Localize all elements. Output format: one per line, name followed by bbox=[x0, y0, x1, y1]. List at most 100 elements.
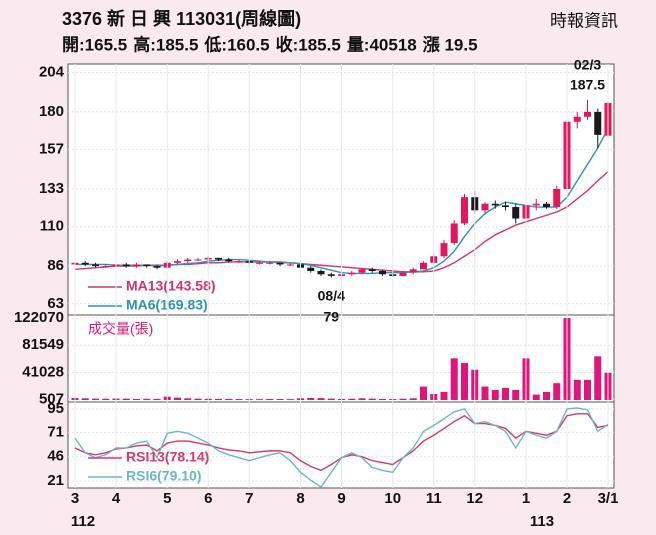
volume-bar bbox=[512, 389, 520, 400]
candle-body bbox=[399, 272, 407, 276]
candle-body bbox=[194, 259, 202, 261]
candle-body bbox=[81, 262, 89, 265]
legend-label: RSI6(79.10) bbox=[126, 468, 201, 484]
x-tick-label: 3 bbox=[71, 490, 79, 507]
x-tick-label: 1 bbox=[522, 490, 530, 507]
y-tick-label: 133 bbox=[39, 180, 64, 197]
candle-body bbox=[512, 207, 520, 219]
y-tick-label: 157 bbox=[39, 141, 64, 158]
candle-body bbox=[215, 257, 222, 260]
candle-body bbox=[174, 261, 181, 263]
volume-bar bbox=[594, 356, 602, 400]
volume-bar bbox=[307, 397, 315, 400]
candle-body bbox=[327, 274, 335, 276]
volume-bar bbox=[81, 398, 89, 400]
candle-body bbox=[491, 203, 499, 206]
volume-bar bbox=[420, 386, 427, 400]
y-tick-label: 86 bbox=[47, 257, 64, 274]
volume-bar bbox=[553, 383, 561, 400]
x-tick-label: 5 bbox=[163, 490, 171, 507]
volume-bar bbox=[143, 398, 151, 400]
volume-bar bbox=[266, 398, 274, 400]
y-tick-label: 46 bbox=[47, 448, 64, 465]
y-tick-label: 180 bbox=[39, 103, 64, 120]
candle-body bbox=[440, 243, 448, 257]
x-tick-label: 11 bbox=[426, 490, 442, 507]
volume-bar bbox=[502, 387, 509, 400]
annotation-label: 08/4 bbox=[318, 288, 345, 304]
candle-body bbox=[379, 271, 386, 275]
x-tick-label: 3/1 bbox=[598, 490, 619, 507]
volume-bar bbox=[133, 398, 140, 400]
candle-body bbox=[409, 269, 417, 273]
volume-bar bbox=[584, 379, 591, 400]
volume-bar bbox=[368, 398, 376, 400]
candle-body bbox=[235, 261, 243, 263]
candle-body bbox=[594, 111, 602, 135]
quote-item: 收:185.5 bbox=[276, 34, 341, 54]
volume-bar bbox=[409, 398, 417, 400]
x-tick-label: 10 bbox=[384, 490, 401, 507]
volume-bar bbox=[102, 398, 110, 400]
volume-bar bbox=[317, 398, 325, 400]
y-tick-label: 71 bbox=[47, 423, 64, 440]
annotation-value: 187.5 bbox=[570, 77, 605, 93]
volume-bar bbox=[543, 391, 550, 400]
candle-body bbox=[276, 262, 284, 265]
y-tick-label: 110 bbox=[40, 218, 64, 235]
quote-item: 開:165.5 bbox=[62, 35, 127, 54]
y-tick-label: 122070 bbox=[14, 309, 64, 326]
y-tick-label: 204 bbox=[39, 64, 65, 81]
volume-bar bbox=[450, 358, 458, 400]
y-tick-label: 95 bbox=[47, 400, 64, 417]
x-tick-label: 12 bbox=[466, 490, 483, 507]
volume-bar bbox=[286, 399, 294, 400]
y-tick-label: 21 bbox=[47, 472, 64, 489]
y-tick-label: 41028 bbox=[22, 363, 64, 380]
volume-bar bbox=[491, 389, 499, 400]
volume-bar bbox=[194, 398, 202, 400]
rsi-line bbox=[74, 407, 609, 488]
x-tick-label: 7 bbox=[245, 490, 253, 507]
candle-body bbox=[450, 223, 458, 244]
volume-bar bbox=[225, 398, 233, 400]
x-tick-label: 9 bbox=[337, 490, 345, 507]
legend-label: RSI13(78.14) bbox=[126, 449, 209, 465]
candle-body bbox=[420, 262, 427, 270]
volume-bar bbox=[276, 399, 284, 400]
candle-body bbox=[543, 203, 550, 208]
volume-bar bbox=[379, 398, 386, 400]
quote-item: 低:160.5 bbox=[203, 34, 269, 54]
annotation-value: 79 bbox=[323, 309, 339, 325]
candle-body bbox=[368, 269, 376, 271]
volume-bar bbox=[92, 398, 99, 400]
candle-body bbox=[584, 111, 591, 117]
candle-body bbox=[532, 203, 540, 206]
x-tick-label: 4 bbox=[112, 490, 121, 507]
volume-bar bbox=[573, 379, 581, 400]
x-tick-label: 6 bbox=[204, 490, 212, 507]
volume-bar bbox=[215, 398, 222, 400]
volume-bar bbox=[440, 391, 448, 400]
volume-bar bbox=[461, 363, 468, 400]
volume-bar bbox=[153, 398, 161, 400]
candle-body bbox=[307, 267, 315, 271]
candle-body bbox=[102, 266, 110, 268]
candle-body bbox=[266, 262, 274, 264]
volume-bar bbox=[348, 398, 356, 400]
volume-bar bbox=[256, 399, 263, 400]
quote-item: 漲 19.5 bbox=[423, 35, 478, 54]
candle-body bbox=[358, 269, 366, 273]
quote-item: 高:185.5 bbox=[133, 34, 198, 54]
x-tick-label: 8 bbox=[296, 490, 304, 507]
candle-body bbox=[481, 203, 489, 211]
candle-body bbox=[133, 264, 140, 267]
candle-body bbox=[92, 264, 99, 267]
candle-body bbox=[122, 264, 130, 267]
year-label: 112 bbox=[71, 513, 95, 530]
year-label: 113 bbox=[530, 513, 554, 530]
candle-body bbox=[184, 259, 192, 262]
title: 3376 新 日 興 113031(周線圖) bbox=[62, 8, 301, 29]
y-tick-label: 63 bbox=[47, 295, 64, 312]
